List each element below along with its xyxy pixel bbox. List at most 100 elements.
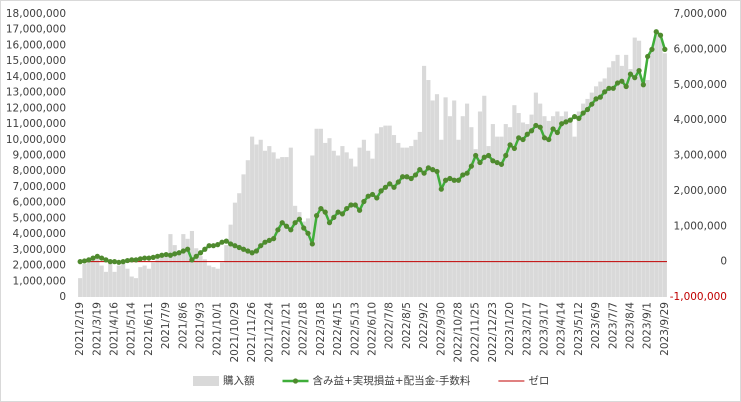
bar (391, 135, 397, 297)
bar (129, 276, 134, 297)
bar (568, 120, 573, 298)
line-marker (228, 241, 234, 247)
y-tick-label: 5,000,000 (13, 212, 66, 224)
bar (542, 116, 547, 297)
bar (112, 271, 117, 297)
bar (576, 111, 581, 297)
bar (340, 146, 345, 297)
bar (159, 254, 164, 297)
line-marker (563, 119, 569, 125)
line-marker (455, 177, 462, 183)
line-marker (520, 136, 526, 143)
x-tick-label: 2022/2/18 (298, 302, 310, 356)
bar (121, 260, 126, 297)
bar (417, 131, 422, 297)
y-tick-label: 0 (59, 291, 66, 303)
line-marker (614, 80, 621, 86)
bar (297, 212, 302, 297)
line-marker (253, 248, 260, 254)
bar (327, 138, 332, 297)
y-tick-label: 3,000,000 (13, 244, 66, 256)
line-marker (640, 82, 646, 88)
line-marker (215, 242, 221, 248)
bar (305, 218, 311, 297)
line-marker (619, 78, 625, 84)
x-tick-label: 2021/7/9 (160, 302, 172, 349)
bar (452, 100, 457, 297)
line-marker (537, 124, 543, 130)
bar (215, 268, 220, 297)
line-marker (202, 246, 208, 252)
x-tick-label: 2023/2/17 (521, 302, 533, 356)
bar (619, 65, 624, 297)
bar (357, 147, 362, 297)
bar (82, 263, 87, 297)
line-marker (399, 174, 406, 180)
bar (172, 245, 177, 297)
line-marker (408, 175, 414, 182)
line-marker (554, 129, 560, 136)
x-tick-label: 2021/4/16 (109, 302, 121, 356)
line-marker (477, 159, 483, 166)
line-marker (167, 252, 174, 258)
line-marker (498, 161, 505, 167)
line-marker (292, 220, 298, 226)
x-tick-label: 2023/4/14 (556, 302, 568, 356)
x-tick-label: 2021/3/19 (91, 302, 103, 356)
bar (228, 224, 233, 297)
bar (533, 92, 538, 297)
bar (503, 124, 508, 297)
line-marker (81, 258, 88, 264)
x-tick-label: 2022/8/5 (401, 302, 413, 349)
line-marker (584, 106, 591, 113)
line-marker (404, 174, 410, 180)
bar (482, 95, 487, 297)
bar (593, 86, 599, 297)
line-marker (382, 184, 388, 190)
y-tick-label: 6,000,000 (13, 197, 66, 209)
line-marker (602, 89, 608, 95)
x-tick-label: 2021/2/19 (74, 302, 86, 356)
bar (538, 103, 543, 297)
bar (662, 53, 667, 297)
x-tick-label: 2023/8/4 (624, 302, 636, 349)
bar (344, 152, 349, 297)
legend-label: 購入額 (223, 374, 255, 387)
line-marker (154, 253, 161, 259)
line-marker (567, 117, 573, 123)
bar (189, 230, 194, 297)
bar (168, 234, 173, 297)
line-marker (357, 207, 363, 213)
line-marker (314, 213, 320, 219)
line-marker (533, 122, 539, 129)
bar (271, 152, 276, 297)
bar (86, 260, 91, 297)
bar (108, 260, 113, 297)
bar (219, 262, 225, 297)
line-marker (335, 209, 341, 215)
line-marker (331, 214, 337, 221)
line-marker (318, 205, 324, 212)
bar (323, 142, 328, 297)
line-marker (636, 68, 642, 74)
line-marker (210, 243, 217, 249)
line-marker (550, 126, 556, 132)
line-marker (180, 248, 186, 254)
line-marker (219, 239, 225, 245)
bar (469, 127, 474, 297)
x-tick-label: 2022/4/15 (332, 302, 344, 356)
line-marker (172, 251, 178, 257)
bar (95, 257, 100, 297)
bar (649, 50, 655, 298)
line-marker (481, 154, 487, 160)
bar (194, 248, 199, 297)
bar (353, 166, 358, 297)
bar (151, 262, 156, 297)
bar (529, 114, 534, 297)
line-marker (301, 225, 307, 231)
line-marker (150, 254, 156, 260)
line-marker (653, 29, 659, 35)
y2-tick-label: 1,000,000 (674, 220, 727, 232)
bar (348, 158, 354, 297)
bar (572, 136, 577, 297)
